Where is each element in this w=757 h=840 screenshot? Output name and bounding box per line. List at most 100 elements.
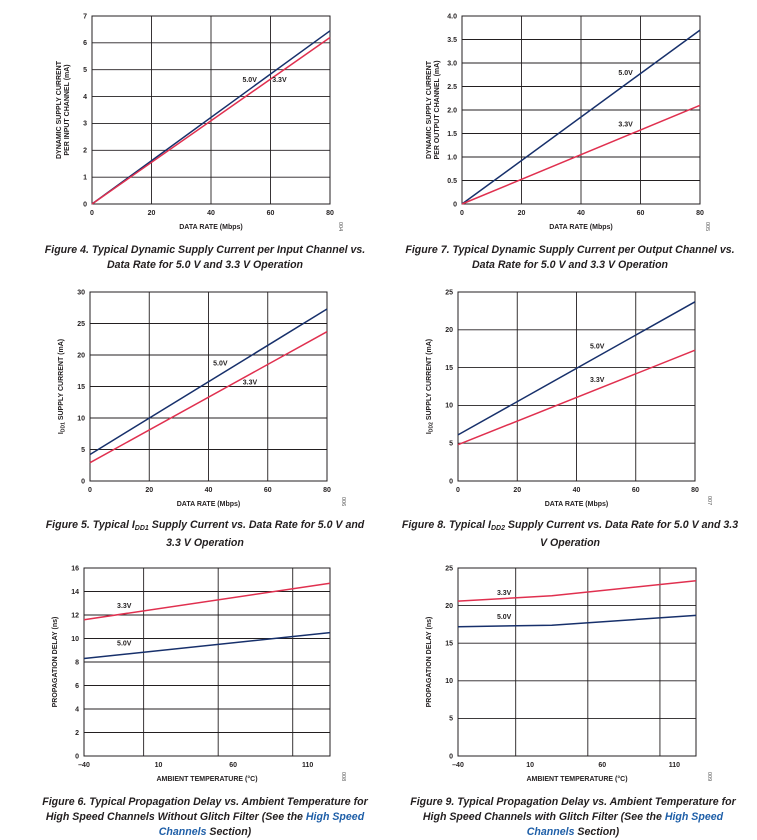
y-tick-label: 5 [449, 716, 453, 723]
x-tick-label: 40 [573, 487, 581, 494]
figure-5-caption-sub: DD1 [134, 525, 149, 532]
series-annotation: 5.0V [497, 614, 512, 621]
y-tick-label: 1.5 [447, 131, 457, 138]
x-tick-label: 20 [513, 487, 521, 494]
y-tick-label: 16 [71, 565, 79, 572]
series-annotation: 5.0V [618, 70, 633, 77]
x-tick-label: 40 [205, 487, 213, 494]
x-tick-label: 0 [90, 210, 94, 217]
figure-4-code: 004 [337, 222, 343, 232]
series-annotation: 5.0V [117, 641, 132, 648]
figure-6-caption-post: Section) [206, 826, 252, 838]
x-tick-label: 40 [207, 210, 215, 217]
series-line-3-3v [457, 580, 697, 602]
y-tick-label: 1.0 [447, 154, 457, 161]
series-line-3-3v [83, 582, 331, 621]
plot-frame [91, 15, 331, 205]
y-axis-label-text: SUPPLY CURRENT (mA) [58, 339, 65, 422]
x-tick-label: 60 [267, 210, 275, 217]
y-axis-label-prefix: I [426, 432, 433, 434]
figure-5-chart: 0 5 10 15 20 25 30 0 20 40 60 80 DATA RATE (Mbps) IDD… [40, 284, 350, 512]
y-tick-label: 10 [445, 403, 453, 410]
x-tick-label: 110 [669, 762, 680, 769]
plot-frame [457, 291, 696, 482]
y-tick-label: 0 [453, 201, 457, 208]
y-tick-label: 0 [449, 753, 453, 760]
plot-frame [461, 15, 701, 205]
x-axis-label: DATA RATE (Mbps) [545, 501, 609, 508]
y-tick-label: 10 [77, 415, 85, 422]
y-tick-label: 2 [83, 148, 87, 155]
plot-frame [83, 567, 331, 757]
y-tick-label: 1 [83, 174, 87, 181]
y-tick-label: 0.5 [447, 178, 457, 185]
series-line-5-0v [457, 614, 697, 628]
x-tick-label: 60 [229, 762, 237, 769]
y-axis-label-text: SUPPLY CURRENT (mA) [426, 339, 433, 422]
figure-4-chart: 0 1 2 3 4 5 6 7 0 20 40 60 80 DATA RATE (Mbps) DYNAMIC… [40, 8, 350, 236]
figure-5-code: 006 [340, 497, 346, 507]
series-line-3-3v [89, 331, 328, 464]
x-tick-label: –40 [452, 762, 464, 769]
y-axis-label: IDD1 SUPPLY CURRENT (mA) [58, 339, 67, 434]
figure-6-code: 008 [340, 772, 346, 782]
y-tick-label: 8 [75, 659, 79, 666]
series-line-5-0v [461, 29, 701, 205]
x-axis-label: DATA RATE (Mbps) [179, 224, 243, 231]
series-annotation: 5.0V [213, 361, 228, 368]
y-tick-label: 2.5 [447, 84, 457, 91]
figure-7-code: 005 [704, 222, 710, 232]
y-tick-label: 12 [71, 612, 79, 619]
y-axis-label: PROPAGATION DELAY (ns) [52, 617, 59, 708]
series-annotation: 5.0V [590, 344, 605, 351]
y-tick-label: 25 [77, 321, 85, 328]
y-tick-label: 5 [449, 441, 453, 448]
y-tick-label: 20 [77, 352, 85, 359]
series-annotation: 3.3V [117, 603, 132, 610]
chart-svg: 0 2 4 6 8 10 12 14 16 –40 10 60 110 AMBIENT TEMPERATU… [52, 565, 331, 783]
figure-5-caption-pre: Figure 5. Typical I [45, 519, 135, 531]
figure-9-caption-post: Section) [574, 826, 620, 838]
figure-9-caption: Figure 9. Typical Propagation Delay vs. … [398, 795, 748, 840]
x-tick-label: 80 [326, 210, 334, 217]
y-tick-label: 25 [445, 565, 453, 572]
series-line-3-3v [457, 349, 696, 446]
y-tick-label: 25 [445, 289, 453, 296]
series-line-5-0v [83, 631, 331, 660]
y-tick-label: 4 [83, 94, 87, 101]
y-axis-label-sub: DD1 [61, 422, 67, 432]
x-tick-label: 0 [460, 210, 464, 217]
figure-8-caption-post: Supply Current vs. Data Rate for 5.0 V a… [504, 519, 739, 549]
y-axis-label: DYNAMIC SUPPLY CURRENT [56, 60, 63, 159]
y-tick-label: 2 [75, 730, 79, 737]
x-tick-label: –40 [78, 762, 90, 769]
x-tick-label: 110 [302, 762, 313, 769]
figure-6-caption: Figure 6. Typical Propagation Delay vs. … [30, 795, 380, 840]
y-tick-label: 5 [83, 67, 87, 74]
x-tick-label: 20 [148, 210, 156, 217]
x-tick-label: 60 [637, 210, 645, 217]
y-tick-label: 10 [445, 678, 453, 685]
figure-8-caption-sub: DD2 [490, 525, 505, 532]
series-annotation: 5.0V [242, 77, 257, 84]
plot-frame [457, 567, 697, 757]
y-axis-label-sub: DD2 [429, 422, 435, 432]
x-tick-label: 0 [456, 487, 460, 494]
figure-7-caption-text: Figure 7. Typical Dynamic Supply Current… [405, 244, 735, 271]
y-axis-label: PER OUTPUT CHANNEL (mA) [434, 60, 441, 159]
x-tick-label: 80 [323, 487, 331, 494]
figure-6-caption-pre: Figure 6. Typical Propagation Delay vs. … [42, 796, 368, 823]
figure-9-caption-pre: Figure 9. Typical Propagation Delay vs. … [410, 796, 736, 823]
y-tick-label: 6 [75, 683, 79, 690]
series-line-3-3v [461, 104, 701, 205]
x-tick-label: 20 [518, 210, 526, 217]
x-tick-label: 60 [598, 762, 606, 769]
y-tick-label: 7 [83, 13, 87, 20]
y-tick-label: 15 [77, 384, 85, 391]
x-axis-label: AMBIENT TEMPERATURE (°C) [526, 775, 627, 783]
figure-6-chart: 0 2 4 6 8 10 12 14 16 –40 10 60 110 AMBIENT TEMPERATU… [40, 560, 350, 788]
x-axis-label: DATA RATE (Mbps) [549, 224, 613, 231]
x-tick-label: 60 [632, 487, 640, 494]
y-axis-label: PER INPUT CHANNEL (mA) [64, 64, 71, 155]
x-axis-label: AMBIENT TEMPERATURE (°C) [156, 775, 257, 783]
